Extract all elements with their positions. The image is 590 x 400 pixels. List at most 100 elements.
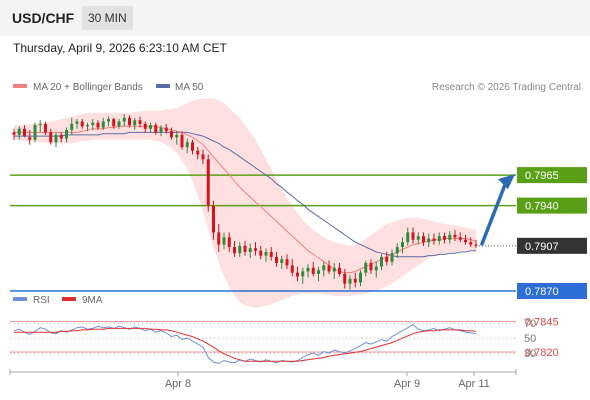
candle-body [59, 134, 63, 139]
candle-body [101, 121, 105, 128]
level-tag-0.7870 [517, 282, 587, 299]
candle-body [122, 117, 126, 122]
candle-body [448, 234, 452, 240]
ma50-line [14, 131, 476, 258]
candle-body [359, 272, 362, 283]
candle-body [311, 267, 315, 274]
candle-body [332, 267, 336, 272]
candle-body [264, 251, 268, 256]
candle-body [301, 271, 305, 277]
candle-body [238, 245, 242, 254]
level-tag-0.7965 [517, 167, 587, 184]
candle-body [254, 248, 257, 251]
candle-body [175, 134, 179, 138]
level-label-0.7845: 0.7845 [525, 316, 559, 328]
rsi-line [13, 324, 477, 365]
candle-body [275, 256, 278, 263]
candle-body [322, 265, 326, 271]
timeframe-tab[interactable]: 30 MIN [82, 6, 133, 30]
legend-swatch-9ma [62, 297, 76, 301]
candle-body [227, 237, 231, 248]
rsi-tick-30: 30 [524, 348, 536, 360]
legend-ma50: MA 50 [175, 82, 204, 93]
candle-body [91, 122, 95, 126]
candle-body [290, 265, 294, 273]
candle-body [86, 125, 89, 127]
current-price-tag [517, 237, 587, 254]
candle-body [222, 237, 226, 245]
candle-body [385, 256, 389, 262]
candle-body [159, 127, 163, 133]
candle-body [374, 266, 378, 271]
candle-body [217, 232, 221, 245]
level-label-0.7940: 0.7940 [525, 201, 559, 213]
candle-body [411, 232, 415, 240]
candle-body [38, 123, 42, 126]
bollinger-band [14, 98, 476, 308]
candle-body [401, 242, 404, 248]
candle-body [143, 123, 147, 129]
candle-body [128, 117, 131, 126]
legend-swatch-rsi [13, 297, 27, 301]
candle-body [191, 142, 194, 151]
level-tag-0.7940 [517, 197, 587, 214]
pair-title: USD/CHF [12, 10, 75, 26]
x-tick-label-0: Apr 8 [165, 378, 191, 390]
candle-body [212, 205, 215, 233]
legend-swatch-ma20 [13, 84, 27, 88]
candle-body [474, 244, 478, 246]
candle-body [443, 236, 446, 240]
candle-body [285, 259, 289, 266]
report-datetime: Thursday, April 9, 2026 6:23:10 AM CET [13, 41, 227, 55]
candle-body [427, 238, 431, 243]
candle-body [44, 123, 47, 133]
candle-body [80, 121, 84, 127]
candle-body [164, 127, 168, 132]
candle-body [49, 132, 53, 143]
rsi-tick-50: 50 [524, 333, 536, 345]
rsi-tick-70: 70 [524, 318, 536, 330]
candle-body [107, 119, 110, 122]
candle-body [12, 132, 16, 135]
candle-body [453, 234, 457, 238]
rsi-ma9-line [14, 327, 477, 362]
candle-body [406, 232, 410, 243]
candle-body [206, 159, 210, 206]
candle-body [154, 125, 158, 133]
forecast-arrow-shaft [480, 180, 508, 246]
legend-9ma: 9MA [82, 295, 103, 306]
candle-body [343, 273, 347, 284]
candle-body [364, 262, 368, 273]
candle-body [233, 247, 236, 254]
candle-body [422, 236, 425, 243]
candle-body [138, 120, 142, 124]
legend-swatch-ma50 [156, 84, 170, 88]
candle-body [185, 142, 189, 148]
candle-body [149, 125, 152, 129]
candle-body [28, 137, 32, 140]
chart-credit: Research © 2026 Trading Central [432, 82, 581, 93]
candle-body [96, 122, 100, 128]
legend-rsi: RSI [33, 295, 50, 306]
candle-body [112, 119, 116, 127]
candle-body [23, 128, 26, 137]
candle-body [280, 259, 284, 263]
candle-body [65, 130, 68, 139]
candle-body [70, 123, 74, 130]
candle-body [259, 250, 263, 256]
candle-body [133, 120, 137, 126]
level-label-0.7870: 0.7870 [525, 286, 559, 298]
candle-body [243, 245, 247, 252]
candle-body [75, 121, 79, 124]
candle-body [306, 267, 310, 272]
candle-body [117, 121, 121, 127]
candle-body [469, 242, 473, 245]
level-label-0.7820: 0.7820 [525, 347, 559, 359]
current-price-label: 0.7907 [525, 241, 559, 253]
candle-body [196, 150, 200, 155]
candle-body [353, 278, 357, 283]
candle-body [180, 134, 184, 148]
legend-ma20: MA 20 + Bollinger Bands [33, 82, 143, 93]
ma20-line [14, 125, 477, 274]
